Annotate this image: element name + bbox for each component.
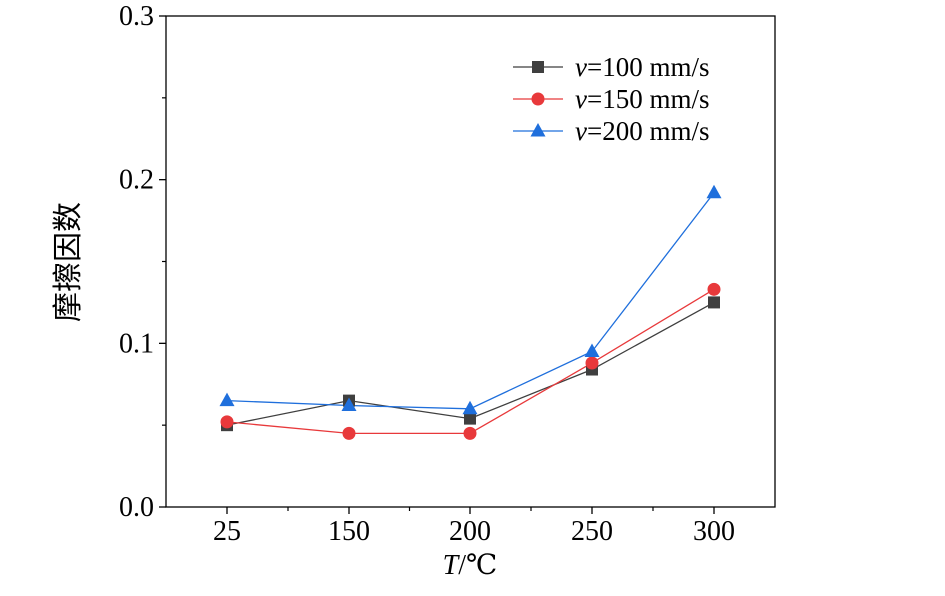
x-tick-label: 150 <box>328 516 370 547</box>
y-axis-title: 摩擦因数 <box>51 202 86 322</box>
data-point-series-1 <box>464 412 476 425</box>
data-point-series-1 <box>708 296 720 309</box>
data-point-series-2 <box>220 415 234 429</box>
data-point-series-2 <box>463 426 477 440</box>
data-point-series-3 <box>341 397 357 412</box>
legend-variable: v <box>575 52 587 82</box>
legend-label-3: v=200 mm/s <box>575 116 709 146</box>
data-point-series-2 <box>707 282 721 296</box>
y-tick-label: 0.1 <box>119 328 154 359</box>
legend-label-2: v=150 mm/s <box>575 84 709 114</box>
legend-marker-1 <box>532 61 544 73</box>
legend-variable: v <box>575 84 587 114</box>
ticks: 25 150 200 250 300 0.0 0.1 0.2 0.3 <box>119 1 735 547</box>
legend-label-1: v=100 mm/s <box>575 52 709 82</box>
y-tick-label: 0.3 <box>119 1 154 32</box>
data-point-series-3 <box>706 184 722 199</box>
y-tick-label: 0.2 <box>119 165 154 196</box>
legend-value: =100 mm/s <box>587 52 710 82</box>
x-axis-title: T/℃ <box>443 550 498 581</box>
data-point-series-3 <box>219 392 235 407</box>
series-lines <box>226 192 715 435</box>
legend-value: =200 mm/s <box>587 116 710 146</box>
legend-variable: v <box>575 116 587 146</box>
x-tick-label: 200 <box>449 516 491 547</box>
data-point-series-3 <box>584 343 600 358</box>
y-tick-label: 0.0 <box>119 492 154 523</box>
x-tick-label: 300 <box>693 516 735 547</box>
series-markers <box>219 184 722 440</box>
data-point-series-3 <box>462 400 478 415</box>
legend-value: =150 mm/s <box>587 84 710 114</box>
data-point-series-2 <box>585 356 599 370</box>
legend-marker-3 <box>530 123 546 137</box>
x-tick-label: 250 <box>571 516 613 547</box>
data-point-series-2 <box>342 426 356 440</box>
series-line-3 <box>226 192 715 410</box>
x-tick-label: 25 <box>213 516 241 547</box>
x-axis-unit: /℃ <box>458 550 497 581</box>
legend-marker-2 <box>531 92 545 106</box>
legend: v=100 mm/sv=150 mm/sv=200 mm/s <box>513 52 709 146</box>
x-axis-variable: T <box>443 550 461 581</box>
